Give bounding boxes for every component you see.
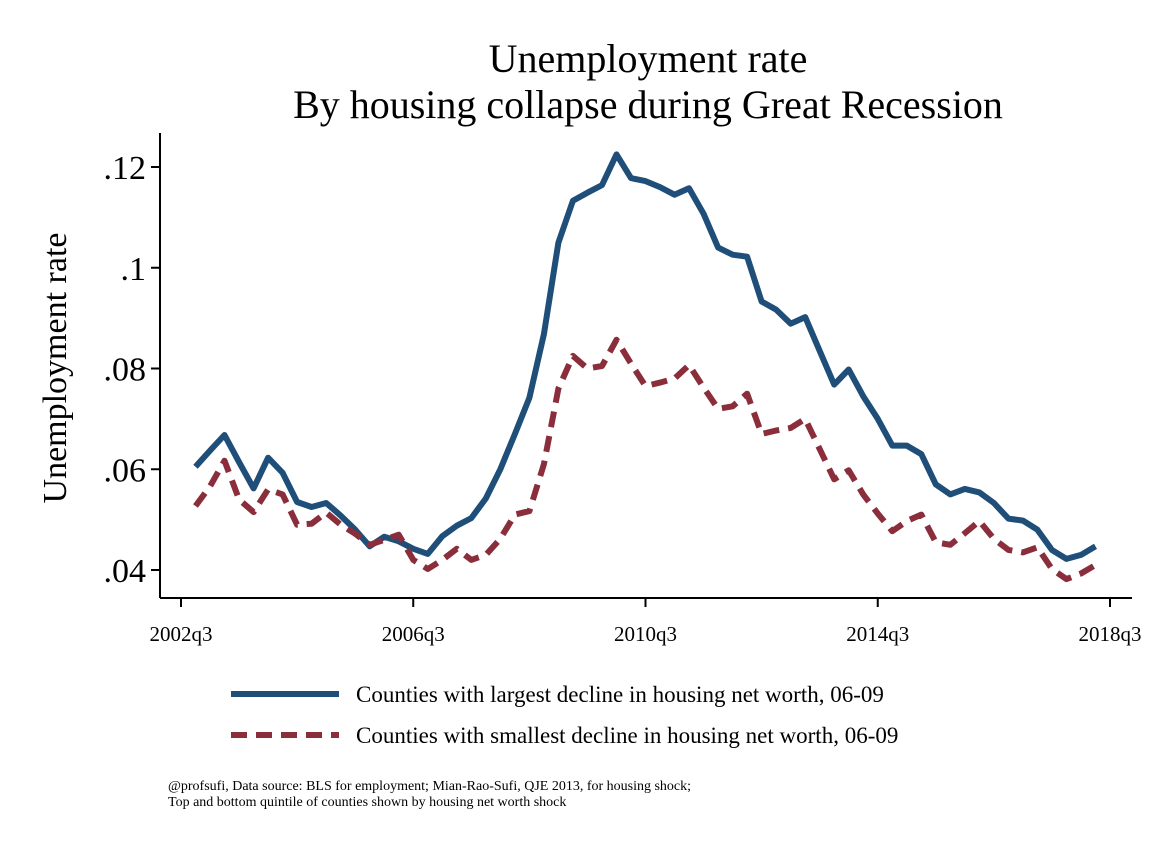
x-tick-label: 2006q3: [382, 622, 445, 646]
legend: Counties with largest decline in housing…: [231, 682, 898, 748]
y-tick-label: .1: [121, 251, 147, 288]
y-tick-label: .06: [104, 452, 147, 489]
source-note: Top and bottom quintile of counties show…: [168, 795, 566, 810]
series-layer: [193, 151, 1098, 583]
y-tick-label: .04: [104, 553, 147, 590]
source-note: @profsufi, Data source: BLS for employme…: [168, 779, 691, 794]
series-line-1: [193, 151, 1098, 562]
x-tick-label: 2002q3: [150, 622, 213, 646]
series-line-2: [193, 336, 1098, 583]
x-tick-label: 2018q3: [1079, 622, 1142, 646]
x-tick-label: 2010q3: [614, 622, 677, 646]
axes: .04 .06 .08 .1 .12 2002q3 2006q3 2010q3 2014q3 20…: [104, 133, 1142, 646]
legend-label-2: Counties with smallest decline in housin…: [356, 723, 898, 748]
chart-subtitle: By housing collapse during Great Recessi…: [293, 82, 1003, 127]
y-tick-label: .12: [104, 150, 147, 187]
legend-label-1: Counties with largest decline in housing…: [356, 682, 884, 707]
chart-title: Unemployment rate: [489, 36, 808, 81]
x-tick-label: 2014q3: [846, 622, 909, 646]
y-axis-label: Unemployment rate: [37, 233, 74, 504]
y-tick-label: .08: [104, 352, 147, 389]
